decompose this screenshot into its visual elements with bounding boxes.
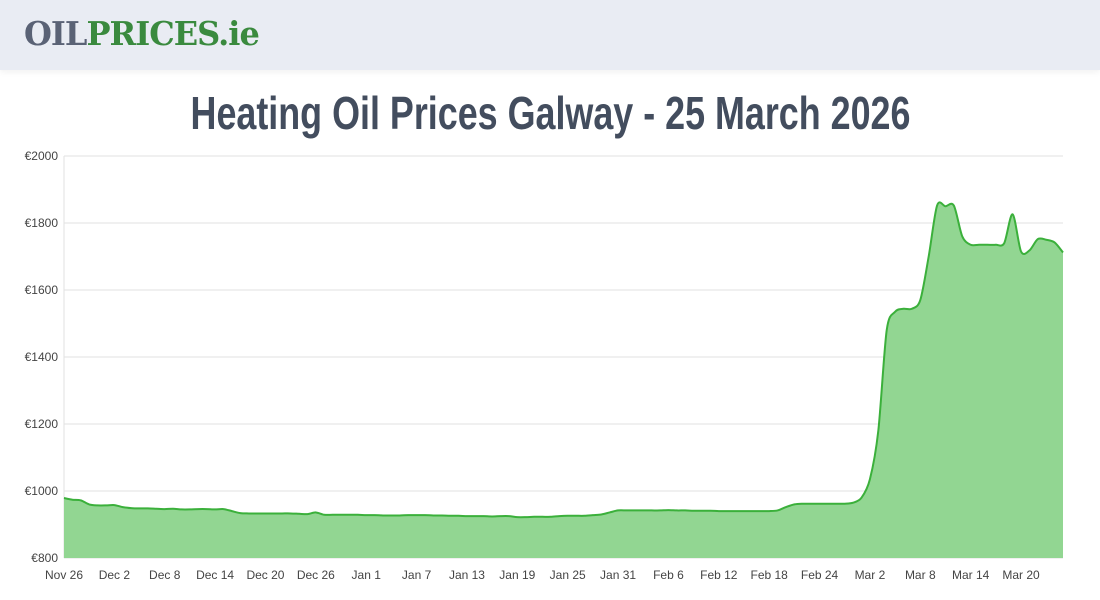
- x-tick-label: Mar 8: [905, 568, 936, 582]
- y-tick-label: €800: [31, 551, 58, 565]
- x-tick-label: Jan 7: [402, 568, 432, 582]
- y-tick-label: €1000: [25, 484, 59, 498]
- x-tick-label: Jan 19: [499, 568, 535, 582]
- x-tick-label: Jan 31: [600, 568, 636, 582]
- price-line: [63, 201, 1064, 519]
- site-logo[interactable]: OILPRICES.ie: [24, 14, 260, 53]
- x-tick-label: Nov 26: [45, 568, 83, 582]
- page-title: Heating Oil Prices Galway - 25 March 202…: [0, 86, 1100, 140]
- x-tick-label: Feb 24: [801, 568, 839, 582]
- x-tick-label: Dec 26: [297, 568, 335, 582]
- y-tick-label: €2000: [25, 149, 59, 163]
- page-title-text: Heating Oil Prices Galway - 25 March 202…: [190, 87, 910, 139]
- x-tick-label: Feb 6: [653, 568, 684, 582]
- x-tick-label: Feb 18: [750, 568, 788, 582]
- x-tick-label: Dec 20: [246, 568, 284, 582]
- x-tick-label: Dec 14: [196, 568, 234, 582]
- x-tick-label: Mar 2: [855, 568, 886, 582]
- x-tick-label: Jan 13: [449, 568, 485, 582]
- x-tick-label: Mar 14: [952, 568, 990, 582]
- y-tick-label: €1600: [25, 283, 59, 297]
- logo-text-oil: OIL: [24, 14, 87, 53]
- site-header: OILPRICES.ie: [0, 0, 1100, 70]
- logo-text-prices: PRICES.ie: [86, 14, 259, 53]
- y-tick-label: €1800: [25, 216, 59, 230]
- y-tick-label: €1400: [25, 350, 59, 364]
- x-tick-label: Jan 1: [352, 568, 382, 582]
- x-tick-label: Mar 20: [1002, 568, 1040, 582]
- price-area-fill: [64, 202, 1063, 558]
- x-tick-label: Jan 25: [550, 568, 586, 582]
- x-tick-label: Feb 12: [700, 568, 738, 582]
- y-tick-label: €1200: [25, 417, 59, 431]
- x-tick-label: Dec 8: [149, 568, 181, 582]
- x-tick-label: Dec 2: [99, 568, 131, 582]
